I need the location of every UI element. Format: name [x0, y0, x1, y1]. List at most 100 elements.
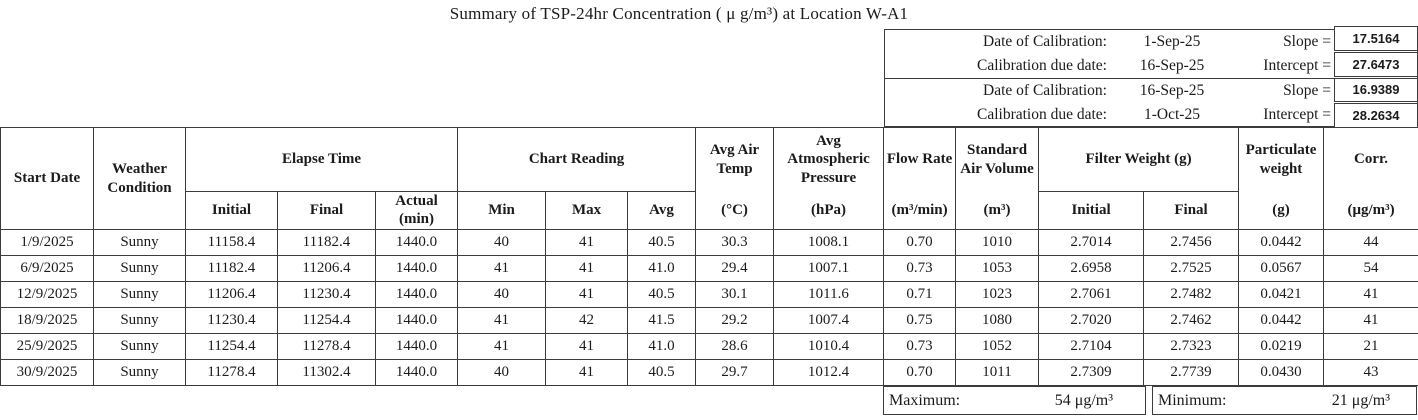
- cell-std-air-volume: 1023: [955, 281, 1040, 308]
- calibration-date-label: Date of Calibration:: [983, 33, 1107, 50]
- summary-maximum: Maximum: 54 μg/m³: [883, 386, 1146, 415]
- calibration-date-label: Date of Calibration:: [983, 82, 1107, 99]
- cell-start-date: 6/9/2025: [0, 255, 94, 282]
- cell-filter-final: 2.7482: [1143, 281, 1240, 308]
- intercept-label: Intercept =: [1263, 57, 1331, 74]
- cell-flow-rate: 0.73: [883, 333, 957, 360]
- cell-elapse-final: 11182.4: [277, 229, 376, 256]
- cell-elapse-actual: 1440.0: [374, 255, 459, 282]
- cell-start-date: 30/9/2025: [0, 359, 94, 386]
- cell-weather-condition: Sunny: [93, 333, 186, 360]
- cell-particulate-weight: 0.0421: [1238, 281, 1325, 308]
- table-row: 18/9/2025 Sunny 11230.4 11254.4 1440.0 41 42 41…: [0, 307, 1418, 334]
- cell-filter-initial: 2.7014: [1038, 229, 1145, 256]
- calibration-date-value: 16-Sep-25: [1139, 82, 1205, 99]
- header-label: Flow Rate: [886, 151, 953, 168]
- header-unit: (°C): [721, 201, 748, 218]
- subheader-chart-avg: Avg: [627, 190, 697, 231]
- cell-flow-rate: 0.75: [883, 307, 957, 334]
- cell-weather-condition: Sunny: [93, 307, 186, 334]
- cell-particulate-weight: 0.0442: [1238, 307, 1325, 334]
- cell-chart-avg: 41.0: [627, 255, 697, 282]
- slope-value-1: 17.5164: [1334, 26, 1418, 51]
- calibration-block-1: Date of Calibration: 1-Sep-25 Slope = Ca…: [885, 30, 1417, 79]
- cell-elapse-actual: 1440.0: [374, 307, 459, 334]
- cell-elapse-initial: 11254.4: [185, 333, 278, 360]
- calibration-due-value: 16-Sep-25: [1139, 57, 1205, 74]
- subheader-elapse-actual: Actual (min): [374, 190, 459, 231]
- header-start-date: Start Date: [0, 127, 94, 230]
- subheader-chart-max: Max: [545, 190, 629, 231]
- cell-chart-max: 41: [545, 229, 629, 256]
- cell-corr: 54: [1323, 255, 1418, 282]
- header-unit: (hPa): [811, 201, 847, 218]
- minimum-label: Minimum:: [1158, 391, 1227, 409]
- cell-chart-avg: 40.5: [627, 359, 697, 386]
- cell-avg-pressure: 1008.1: [773, 229, 885, 256]
- cell-avg-air-temp: 28.6: [695, 333, 775, 360]
- table-body: 1/9/2025 Sunny 11158.4 11182.4 1440.0 40 41 40.…: [0, 229, 1418, 386]
- cell-weather-condition: Sunny: [93, 255, 186, 282]
- table-row: 30/9/2025 Sunny 11278.4 11302.4 1440.0 40 41 40…: [0, 359, 1418, 386]
- cell-chart-min: 41: [457, 307, 547, 334]
- header-label: Standard Air Volume: [960, 142, 1034, 177]
- cell-corr: 41: [1323, 307, 1418, 334]
- cell-flow-rate: 0.70: [883, 359, 957, 386]
- cell-std-air-volume: 1053: [955, 255, 1040, 282]
- cell-elapse-initial: 11182.4: [185, 255, 278, 282]
- cell-elapse-initial: 11278.4: [185, 359, 278, 386]
- cell-weather-condition: Sunny: [93, 281, 186, 308]
- cell-chart-max: 41: [545, 281, 629, 308]
- subheader-elapse-initial: Initial: [185, 190, 278, 231]
- cell-chart-max: 42: [545, 307, 629, 334]
- header-label: Corr.: [1354, 151, 1389, 168]
- slope-value-2: 16.9389: [1334, 77, 1418, 103]
- maximum-value: 54 μg/m³: [1054, 391, 1113, 409]
- cell-filter-initial: 2.7309: [1038, 359, 1145, 386]
- cell-chart-max: 41: [545, 359, 629, 386]
- cell-chart-avg: 41.0: [627, 333, 697, 360]
- cell-filter-final: 2.7462: [1143, 307, 1240, 334]
- table-row: 25/9/2025 Sunny 11254.4 11278.4 1440.0 41 41 41…: [0, 333, 1418, 360]
- calibration-panel: Date of Calibration: 1-Sep-25 Slope = Ca…: [884, 26, 1418, 128]
- cell-elapse-final: 11254.4: [277, 307, 376, 334]
- maximum-label: Maximum:: [889, 391, 961, 409]
- slope-label: Slope =: [1283, 82, 1331, 99]
- header-avg-air-temp: Avg Air Temp (°C): [695, 127, 775, 230]
- cell-filter-initial: 2.7061: [1038, 281, 1145, 308]
- cell-weather-condition: Sunny: [93, 229, 186, 256]
- calibration-due-label: Calibration due date:: [977, 57, 1107, 74]
- cell-chart-min: 40: [457, 229, 547, 256]
- header-standard-air-volume: Standard Air Volume (m³): [955, 127, 1040, 230]
- cell-avg-pressure: 1007.1: [773, 255, 885, 282]
- cell-chart-avg: 41.5: [627, 307, 697, 334]
- intercept-value-2: 28.2634: [1334, 103, 1418, 128]
- cell-chart-min: 40: [457, 281, 547, 308]
- table-row: 6/9/2025 Sunny 11182.4 11206.4 1440.0 41 41 41.…: [0, 255, 1418, 282]
- cell-avg-air-temp: 29.7: [695, 359, 775, 386]
- cell-std-air-volume: 1052: [955, 333, 1040, 360]
- header-corr: Corr. (μg/m³): [1323, 127, 1418, 230]
- cell-corr: 21: [1323, 333, 1418, 360]
- calibration-due-value: 1-Oct-25: [1144, 106, 1200, 123]
- cell-chart-avg: 40.5: [627, 229, 697, 256]
- cell-flow-rate: 0.71: [883, 281, 957, 308]
- calibration-value-boxes: 17.5164 27.6473 16.9389 28.2634: [1334, 26, 1418, 128]
- cell-filter-initial: 2.7020: [1038, 307, 1145, 334]
- calibration-row: Date of Calibration: 16-Sep-25 Slope =: [885, 79, 1417, 103]
- cell-avg-pressure: 1007.4: [773, 307, 885, 334]
- cell-elapse-final: 11206.4: [277, 255, 376, 282]
- cell-elapse-final: 11278.4: [277, 333, 376, 360]
- table-row: 1/9/2025 Sunny 11158.4 11182.4 1440.0 40 41 40.…: [0, 229, 1418, 256]
- cell-particulate-weight: 0.0430: [1238, 359, 1325, 386]
- cell-elapse-actual: 1440.0: [374, 359, 459, 386]
- concentration-table: Start Date Weather Condition Elapse Time…: [0, 127, 1418, 386]
- summary-minimum: Minimum: 21 μg/m³: [1152, 386, 1417, 415]
- calibration-row: Calibration due date: 1-Oct-25 Intercept…: [885, 103, 1417, 127]
- cell-avg-pressure: 1012.4: [773, 359, 885, 386]
- cell-elapse-initial: 11206.4: [185, 281, 278, 308]
- cell-avg-pressure: 1010.4: [773, 333, 885, 360]
- cell-chart-max: 41: [545, 333, 629, 360]
- header-unit: (g): [1272, 201, 1290, 218]
- cell-filter-final: 2.7456: [1143, 229, 1240, 256]
